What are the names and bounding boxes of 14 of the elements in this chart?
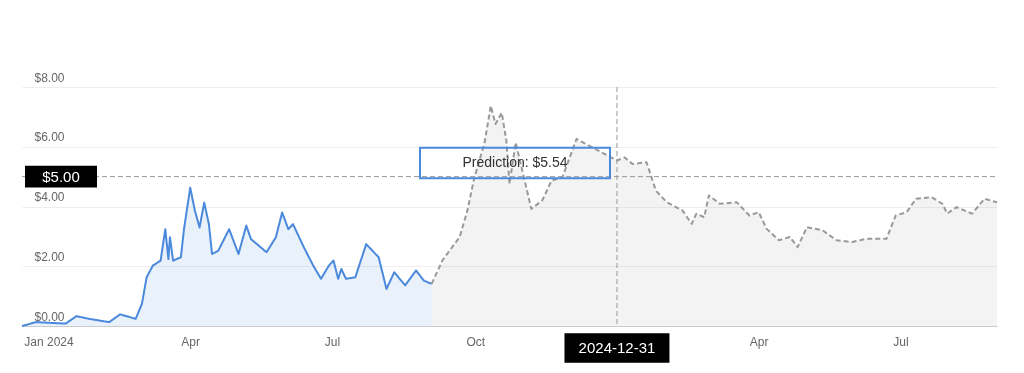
y-tick-label: $0.00 [34,309,65,324]
x-tick-label: Jan 2024 [24,334,74,349]
y-tick-label: $2.00 [34,249,65,264]
x-tick-label: Jul [893,334,909,349]
x-tick-label: Apr [749,334,769,349]
annotation: Prediction: $5.54 [462,154,568,170]
y-tick-label: $6.00 [34,130,65,145]
x-tick-label: Jul [324,334,341,349]
y-tick-label: $4.00 [34,190,65,204]
ref-line-label: $5.00 [42,167,80,185]
x-tick-label: Oct [466,334,486,349]
y-tick-label: $8.00 [34,70,65,85]
x-tick-label: Apr [181,334,201,349]
ref-line-label: 2024-12-31 [578,339,656,356]
